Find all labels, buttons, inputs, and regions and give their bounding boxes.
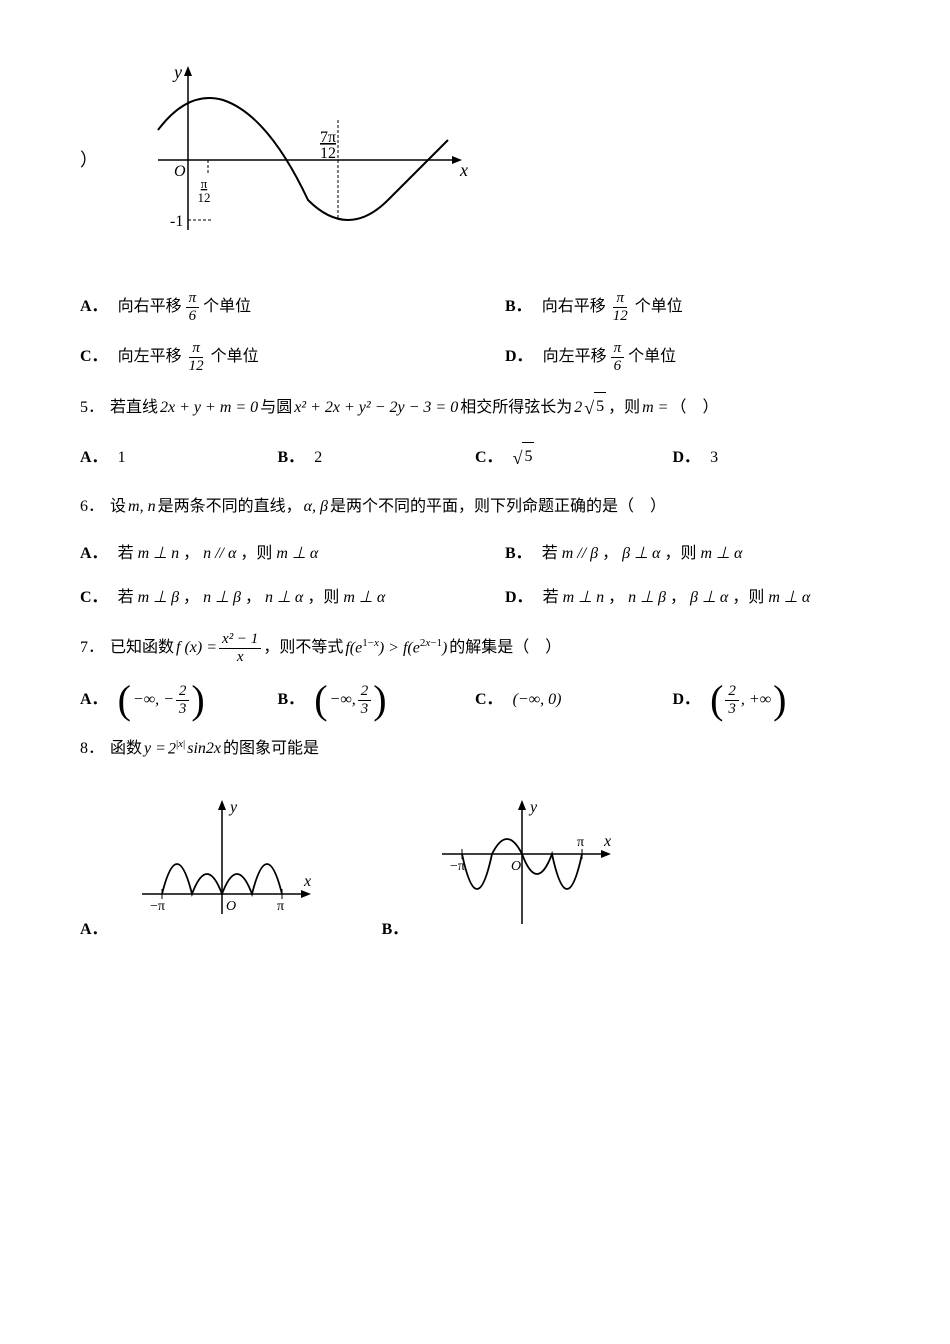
svg-text:7π: 7π [320,129,336,146]
circle-equation: x² + 2x + y² − 2y − 3 = 0 [294,394,458,423]
options-row-1: A． 向右平移 π 6 个单位 B． 向右平移 π 12 个单位 [80,290,870,324]
svg-text:y: y [528,799,538,816]
inequality: f(e1−x) > f(e2x−1) [345,634,447,663]
svg-text:O: O [226,899,236,914]
fraction: π 6 [186,290,200,324]
svg-text:-1: -1 [170,213,183,230]
q7-option-C: C． (−∞, 0) [475,683,673,717]
question-8: 8． 函数 y = 2|x| sin2x 的图象可能是 [80,735,870,764]
x-axis-label: x [459,160,468,180]
graph-A-svg: y x −π π O [122,794,322,944]
q6-option-C: C． 若m ⊥ β，n ⊥ β，n ⊥ α，则m ⊥ α [80,584,445,613]
q6-option-B: B． 若m // β，β ⊥ α，则m ⊥ α [505,540,870,569]
fraction: π 12 [610,290,631,324]
y-axis-label: y [172,62,182,82]
function-expr: 2|x| [168,735,185,764]
close-paren: ） [80,144,98,176]
q6-row1: A． 若m ⊥ n，n // α，则m ⊥ α B． 若m // β，β ⊥ α… [80,540,870,569]
q5-option-A: A．1 [80,442,278,474]
fraction: x² − 1 x [219,631,261,665]
option-A: A． 向右平移 π 6 个单位 [80,290,445,324]
figure-sine-graph: ） y x O 7π 12 π 12 -1 [80,60,870,260]
q7-option-B: B． (−∞,23) [278,683,476,717]
options-row-2: C． 向左平移 π 12 个单位 D． 向左平移 π 6 个单位 [80,340,870,374]
q6-option-D: D． 若m ⊥ n，n ⊥ β，β ⊥ α，则m ⊥ α [505,584,870,613]
q7-option-D: D． (23, +∞) [673,683,871,717]
q7-option-A: A． (−∞, −23) [80,683,278,717]
svg-text:π: π [201,176,208,191]
question-7: 7． 已知函数 f (x) = x² − 1 x ，则不等式 f(e1−x) >… [80,631,870,665]
q6-option-A: A． 若m ⊥ n，n // α，则m ⊥ α [80,540,445,569]
q5-options: A．1 B．2 C．√5 D．3 [80,442,870,474]
option-B: B． 向右平移 π 12 个单位 [505,290,870,324]
q8-figure-A: A． y x −π π O [80,794,322,944]
q8-figures: A． y x −π π O B． y x −π π O [80,794,870,944]
option-C: C． 向左平移 π 12 个单位 [80,340,445,374]
svg-text:x: x [603,833,611,850]
svg-text:12: 12 [198,190,211,205]
svg-text:−π: −π [150,899,165,914]
svg-text:π: π [577,835,584,850]
question-6: 6． 设 m, n 是两条不同的直线， α, β 是两个不同的平面，则下列命题正… [80,493,870,522]
svg-text:y: y [228,799,238,816]
svg-text:O: O [511,859,521,874]
fraction: π 6 [611,340,625,374]
line-equation: 2x + y + m = 0 [160,394,258,423]
origin-label: O [174,163,186,180]
option-D: D． 向左平移 π 6 个单位 [505,340,870,374]
sine-curve-svg: y x O 7π 12 π 12 -1 [118,60,478,260]
q5-option-B: B．2 [278,442,476,474]
fraction: π 12 [186,340,207,374]
q6-row2: C． 若m ⊥ β，n ⊥ β，n ⊥ α，则m ⊥ α D． 若m ⊥ n，n… [80,584,870,613]
graph-B-svg: y x −π π O [422,794,622,944]
sqrt: √5 [584,392,606,424]
q8-figure-B: B． y x −π π O [382,794,623,944]
q5-option-D: D．3 [673,442,871,474]
q5-option-C: C．√5 [475,442,673,474]
q7-options: A． (−∞, −23) B． (−∞,23) C． (−∞, 0) D． (2… [80,683,870,717]
svg-text:π: π [277,899,284,914]
svg-text:12: 12 [320,145,336,162]
svg-text:x: x [303,873,311,890]
question-5: 5． 若直线 2x + y + m = 0 与圆 x² + 2x + y² − … [80,392,870,424]
